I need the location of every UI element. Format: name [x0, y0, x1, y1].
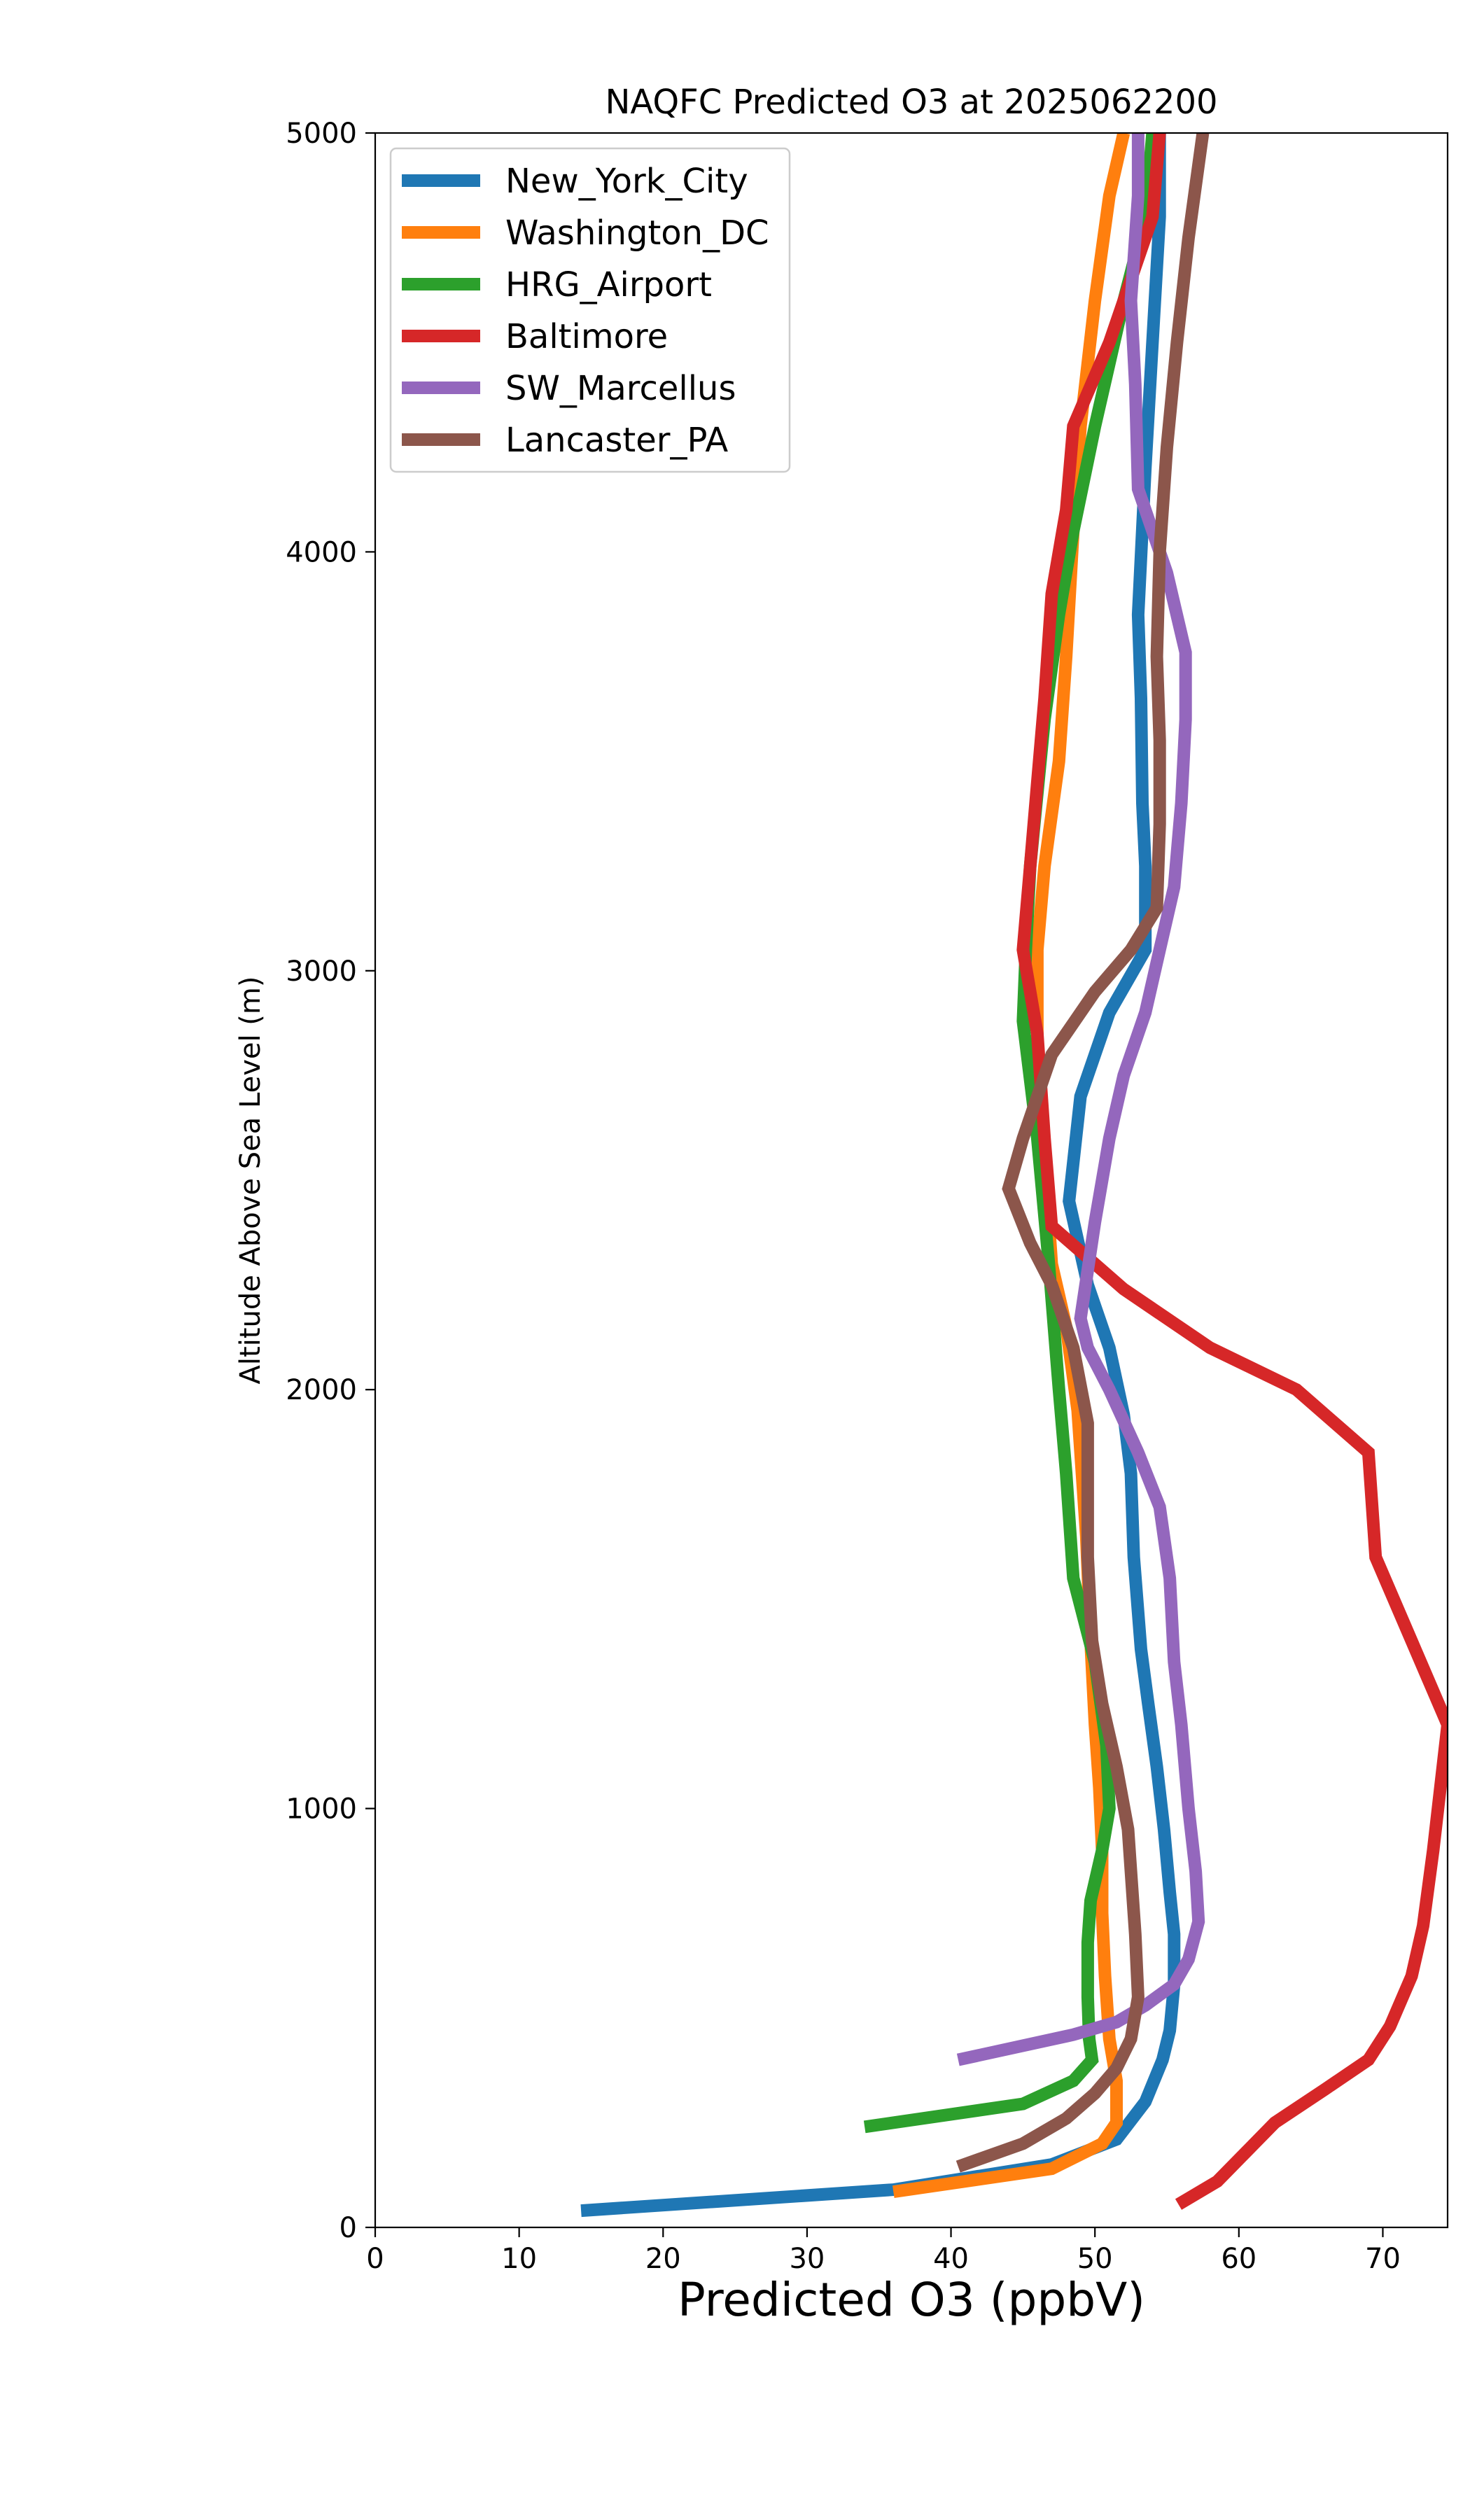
series-line-new-york-city — [580, 133, 1181, 2218]
y-axis-label: Altitude Above Sea Level (m) — [234, 976, 267, 1385]
y-tick-label: 0 — [340, 2212, 357, 2244]
x-tick-label: 60 — [1221, 2243, 1256, 2275]
legend-label-hrg-airport: HRG_Airport — [505, 265, 712, 304]
x-axis-ticks: 0 10 20 30 40 50 60 70 — [366, 2227, 1401, 2275]
y-tick-label: 1000 — [286, 1793, 357, 1826]
axes-frame — [374, 132, 1449, 2229]
x-tick-label: 0 — [366, 2243, 384, 2275]
x-axis-label: Predicted O3 (ppbV) — [678, 2273, 1145, 2327]
y-axis-ticks: 0 1000 2000 3000 4000 5000 — [286, 118, 375, 2244]
y-tick-label: 4000 — [286, 536, 357, 568]
x-tick-label: 70 — [1365, 2243, 1401, 2275]
series-line-sw-marcellus — [956, 133, 1205, 2066]
legend-label-lancaster-pa: Lancaster_PA — [505, 421, 728, 460]
y-tick-label: 2000 — [286, 1374, 357, 1406]
y-tick-label: 3000 — [286, 955, 357, 988]
legend-items: New_York_City Washington_DC HRG_Airport Bal… — [402, 162, 769, 460]
legend-box — [389, 147, 791, 473]
legend-label-baltimore: Baltimore — [505, 317, 668, 356]
x-tick-label: 40 — [933, 2243, 969, 2275]
x-tick-label: 20 — [645, 2243, 681, 2275]
x-tick-label: 50 — [1077, 2243, 1113, 2275]
legend-label-sw-marcellus: SW_Marcellus — [505, 369, 736, 408]
chart-title: NAQFC Predicted O3 at 2025062200 — [605, 83, 1217, 122]
legend-label-washington-dc: Washington_DC — [505, 214, 769, 253]
series-line-lancaster-pa — [955, 133, 1210, 2173]
series-lines — [580, 133, 1448, 2218]
plot-area — [580, 133, 1448, 2218]
y-tick-label: 5000 — [286, 118, 357, 150]
x-tick-label: 10 — [501, 2243, 537, 2275]
series-line-baltimore — [1016, 133, 1448, 2210]
legend: New_York_City Washington_DC HRG_Airport Bal… — [389, 147, 791, 473]
x-tick-label: 30 — [789, 2243, 825, 2275]
legend-label-new-york-city: New_York_City — [505, 162, 748, 201]
